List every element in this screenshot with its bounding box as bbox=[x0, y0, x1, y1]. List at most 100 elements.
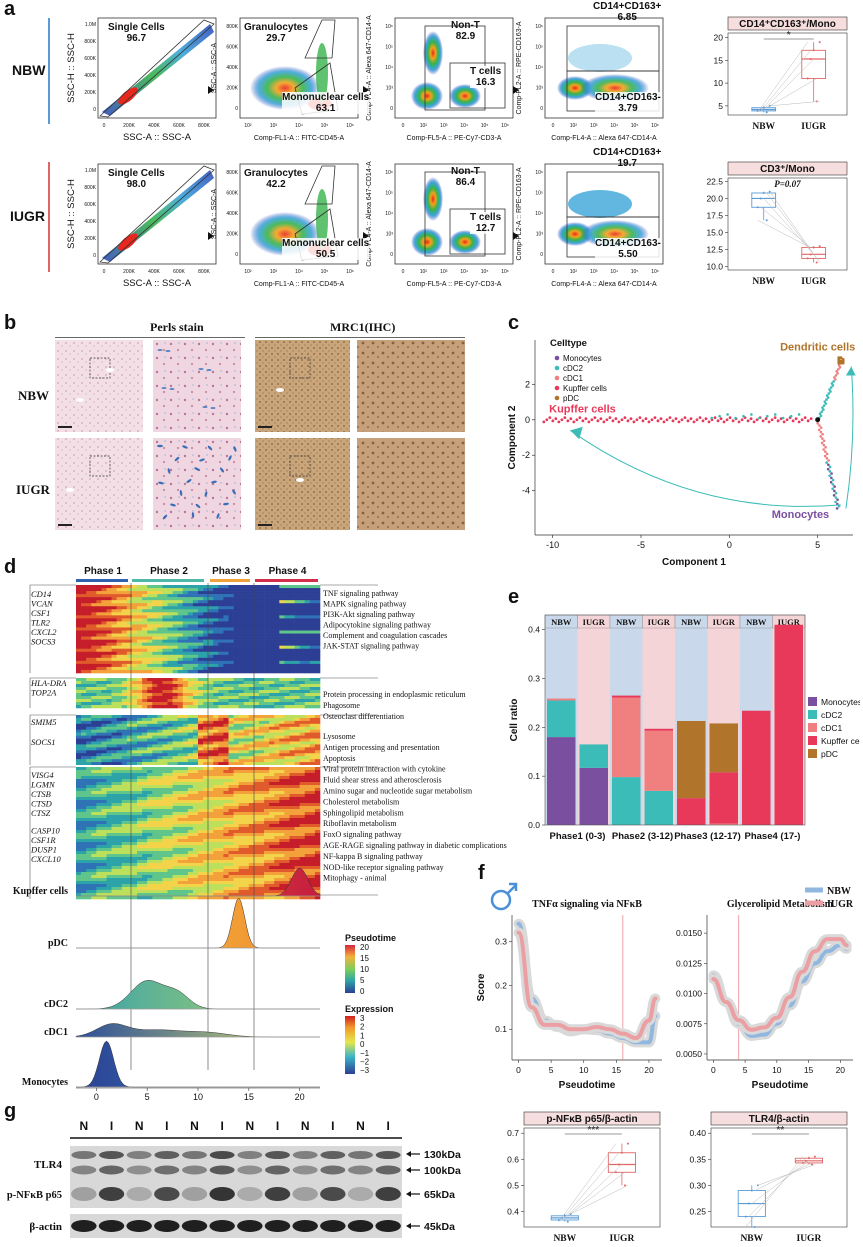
heatmap-cell bbox=[279, 633, 285, 637]
heatmap-cell bbox=[198, 750, 204, 754]
heatmap-cell bbox=[81, 875, 87, 879]
heatmap-cell bbox=[192, 615, 199, 619]
heatmap-cell bbox=[233, 594, 239, 598]
heatmap-cell bbox=[218, 785, 224, 789]
heatmap-cell bbox=[253, 720, 260, 725]
heatmap-cell bbox=[76, 782, 82, 786]
heatmap-cell bbox=[81, 753, 87, 757]
heatmap-cell bbox=[76, 866, 82, 870]
heatmap-cell bbox=[248, 729, 255, 733]
heatmap-cell bbox=[96, 821, 102, 825]
heatmap-cell bbox=[142, 705, 148, 709]
heatmap-cell bbox=[259, 735, 265, 739]
heatmap-cell bbox=[91, 851, 97, 855]
heatmap-cell bbox=[304, 639, 311, 643]
heatmap-cell bbox=[238, 785, 245, 789]
heatmap-cell bbox=[274, 669, 280, 674]
heatmap-cell bbox=[142, 726, 148, 731]
heatmap-cell bbox=[96, 806, 102, 810]
heatmap-cell bbox=[157, 827, 163, 831]
heatmap-cell bbox=[203, 738, 209, 742]
heatmap-cell bbox=[289, 627, 295, 631]
heatmap-cell bbox=[248, 863, 255, 867]
heatmap-cell bbox=[152, 603, 158, 607]
heatmap-cell bbox=[274, 762, 280, 766]
heatmap-cell bbox=[203, 639, 209, 643]
heatmap-cell bbox=[284, 633, 290, 637]
heatmap-cell bbox=[81, 591, 87, 595]
heatmap-cell bbox=[152, 750, 158, 754]
heatmap-cell bbox=[131, 756, 138, 760]
heatmap-cell bbox=[157, 642, 163, 646]
heatmap-cell bbox=[289, 833, 295, 837]
heatmap-cell bbox=[147, 627, 153, 631]
heatmap-cell bbox=[259, 860, 265, 864]
heatmap-cell bbox=[269, 636, 275, 640]
heatmap-cell bbox=[208, 588, 214, 592]
heatmap-cell bbox=[162, 624, 168, 628]
heatmap-cell bbox=[248, 633, 255, 637]
heatmap-cell bbox=[274, 770, 280, 774]
heatmap-cell bbox=[208, 857, 214, 861]
heatmap-cell bbox=[269, 654, 275, 659]
heatmap-cell bbox=[81, 848, 87, 852]
heatmap-cell bbox=[121, 696, 128, 700]
flow-tick-label: 0 bbox=[390, 106, 393, 112]
heatmap-cell bbox=[274, 866, 280, 870]
heatmap-cell bbox=[253, 762, 260, 766]
heatmap-cell bbox=[167, 782, 173, 786]
heatmap-cell bbox=[86, 845, 92, 849]
heatmap-cell bbox=[259, 848, 265, 852]
heatmap-cell bbox=[294, 815, 300, 819]
heatmap-cell bbox=[309, 585, 316, 589]
heatmap-cell bbox=[157, 854, 163, 858]
heatmap-cell bbox=[81, 636, 87, 640]
heatmap-cell bbox=[253, 660, 260, 665]
heatmap-cell bbox=[238, 639, 245, 643]
heatmap-cell bbox=[192, 735, 199, 739]
heatmap-cell bbox=[294, 845, 300, 849]
heatmap-cell bbox=[131, 744, 138, 748]
heatmap-cell bbox=[101, 797, 107, 801]
heatmap-cell bbox=[279, 663, 285, 668]
heatmap-cell bbox=[177, 866, 184, 870]
heatmap-cell bbox=[304, 636, 311, 640]
cell-point bbox=[650, 418, 654, 422]
cell-point bbox=[767, 420, 771, 424]
heatmap-cell bbox=[218, 612, 224, 616]
heatmap-cell bbox=[294, 690, 300, 694]
heatmap-cell bbox=[218, 588, 224, 592]
heatmap-cell bbox=[289, 597, 295, 601]
heatmap-cell bbox=[238, 860, 245, 864]
heatmap-cell bbox=[126, 723, 133, 728]
heatmap-cell bbox=[243, 744, 250, 748]
heatmap-cell bbox=[208, 836, 214, 840]
heatmap-cell bbox=[304, 806, 311, 810]
flow-tick-label: 10⁵ bbox=[321, 269, 329, 275]
heatmap-cell bbox=[294, 812, 300, 816]
heatmap-cell bbox=[167, 648, 173, 653]
heatmap-cell bbox=[274, 735, 280, 739]
heatmap-cell bbox=[218, 687, 224, 691]
heatmap-cell bbox=[116, 788, 123, 792]
heatmap-cell bbox=[213, 615, 219, 619]
heatmap-cell bbox=[187, 585, 194, 589]
y-tick-label: 5 bbox=[718, 101, 723, 111]
heatmap-cell bbox=[238, 645, 245, 650]
heatmap-cell bbox=[86, 585, 92, 589]
heatmap-cell bbox=[274, 594, 280, 598]
heatmap-cell bbox=[142, 815, 148, 819]
heatmap-cell bbox=[233, 639, 239, 643]
heatmap-cell bbox=[198, 729, 204, 733]
heatmap-cell bbox=[309, 636, 316, 640]
heatmap-cell bbox=[264, 591, 270, 595]
heatmap-cell bbox=[192, 726, 199, 731]
heatmap-cell bbox=[157, 639, 163, 643]
heatmap-cell bbox=[111, 693, 117, 697]
heatmap-cell bbox=[76, 762, 82, 766]
heatmap-cell bbox=[157, 627, 163, 631]
heatmap-cell bbox=[116, 857, 123, 861]
heatmap-cell bbox=[177, 738, 184, 742]
heatmap-cell bbox=[121, 848, 128, 852]
heatmap-cell bbox=[91, 702, 97, 706]
